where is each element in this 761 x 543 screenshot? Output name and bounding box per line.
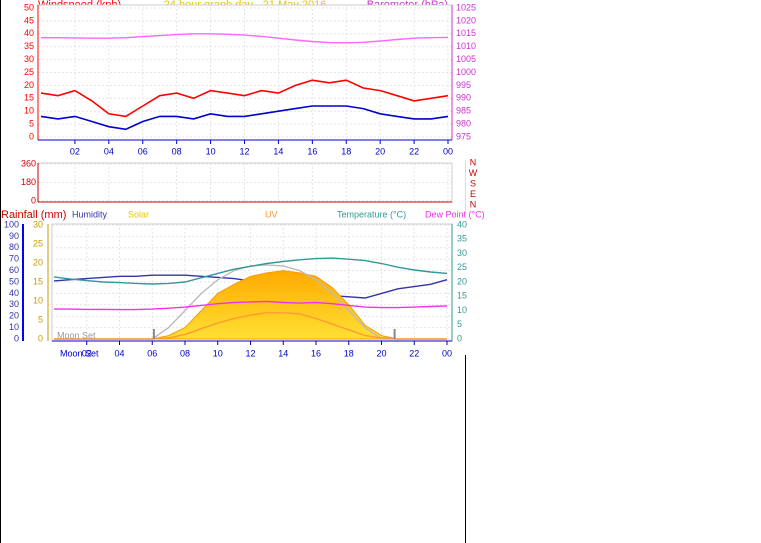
- y-tick-label: 60: [9, 265, 19, 275]
- y-tick-label: 1025: [456, 2, 476, 12]
- x-tick-label: 04: [114, 348, 124, 358]
- y-tick-label: 35: [457, 234, 467, 244]
- x-tick-label: 06: [147, 348, 157, 358]
- y-tick-label: 20: [9, 311, 19, 321]
- y-tick-label: 30: [33, 219, 43, 229]
- legend-entry: Solar: [128, 209, 149, 219]
- x-tick-label: 00: [442, 348, 452, 358]
- y-tick-label: 35: [24, 41, 34, 51]
- y-tick-label: 5: [457, 319, 462, 329]
- legend-entry: Temperature (°C): [337, 209, 406, 219]
- y-tick-label: 50: [24, 2, 34, 12]
- y-tick-label: 20: [33, 257, 43, 267]
- y-tick-label: 30: [457, 248, 467, 258]
- y-tick-label: 40: [24, 28, 34, 38]
- y-tick-label: 0: [457, 333, 462, 343]
- x-tick-label: 10: [206, 146, 216, 156]
- y-tick-label: 1010: [456, 41, 476, 51]
- y-tick-label: 70: [9, 254, 19, 264]
- x-tick-label: 00: [443, 146, 453, 156]
- y-tick-label: 0: [38, 333, 43, 343]
- y-tick-label: 30: [24, 54, 34, 64]
- y-tick-label: 10: [33, 295, 43, 305]
- x-tick-label: 12: [239, 146, 249, 156]
- series-line: [53, 257, 448, 285]
- y3-axis-label: Rainfall (mm): [1, 209, 66, 221]
- legend-entry: UV: [265, 209, 278, 219]
- x-tick-label: 18: [344, 348, 354, 358]
- y-tick-label: 1005: [456, 54, 476, 64]
- x-tick-label: 18: [341, 146, 351, 156]
- y-tick-label: 25: [33, 238, 43, 248]
- x-tick-label: 16: [311, 348, 321, 358]
- y-tick-label: 995: [456, 80, 471, 90]
- y-tick-label: 975: [456, 131, 471, 141]
- legend-entry: Humidity: [72, 209, 108, 219]
- x-tick-label: 08: [180, 348, 190, 358]
- direction-label: N: [470, 157, 477, 167]
- y-tick-label: 20: [24, 80, 34, 90]
- series-line: [41, 33, 449, 44]
- y-tick-label: 100: [4, 219, 19, 229]
- x-tick-label: 14: [278, 348, 288, 358]
- y-tick-label: 0: [14, 333, 19, 343]
- x-tick-label: 02: [82, 348, 92, 358]
- y-tick-label: 990: [456, 93, 471, 103]
- series-line: [40, 105, 449, 131]
- legend-entry: Dew Point (°C): [425, 209, 485, 219]
- y-tick-label: 1020: [456, 15, 476, 25]
- y-tick-label: 0: [31, 195, 36, 205]
- y-tick-label: 1000: [456, 67, 476, 77]
- y-tick-label: 10: [457, 305, 467, 315]
- y-tick-label: 1015: [456, 28, 476, 38]
- y-tick-label: 0: [29, 131, 34, 141]
- y-tick-label: 30: [9, 299, 19, 309]
- x-tick-label: 08: [172, 146, 182, 156]
- x-tick-label: 12: [245, 348, 255, 358]
- y-tick-label: 5: [38, 314, 43, 324]
- y-tick-label: 90: [9, 231, 19, 241]
- y-tick-label: 25: [24, 67, 34, 77]
- x-tick-label: 22: [409, 146, 419, 156]
- direction-label: W: [469, 168, 478, 178]
- y-tick-label: 45: [24, 15, 34, 25]
- direction-label: S: [470, 178, 476, 188]
- y-tick-label: 40: [9, 288, 19, 298]
- series-line: [54, 300, 448, 311]
- x-tick-label: 20: [375, 146, 385, 156]
- y-tick-label: 180: [21, 177, 36, 187]
- direction-label: E: [470, 189, 476, 199]
- y-tick-label: 980: [456, 118, 471, 128]
- y-tick-label: 360: [21, 158, 36, 168]
- y-tick-label: 50: [9, 276, 19, 286]
- y-tick-label: 985: [456, 106, 471, 116]
- series-line: [54, 312, 447, 340]
- y-tick-label: 40: [457, 219, 467, 229]
- y-tick-label: 5: [29, 118, 34, 128]
- y-tick-label: 20: [457, 276, 467, 286]
- x-tick-label: 16: [307, 146, 317, 156]
- direction-label: N: [470, 199, 477, 209]
- x-tick-label: 20: [376, 348, 386, 358]
- y-tick-label: 10: [9, 322, 19, 332]
- series-line: [40, 79, 449, 118]
- x-tick-label: 10: [213, 348, 223, 358]
- x-tick-label: 22: [409, 348, 419, 358]
- y-tick-label: 15: [33, 276, 43, 286]
- x-tick-label: 14: [273, 146, 283, 156]
- y-tick-label: 15: [457, 291, 467, 301]
- x-tick-label: 04: [104, 146, 114, 156]
- x-tick-label: 06: [138, 146, 148, 156]
- x-tick-label: 02: [70, 146, 80, 156]
- annotation: Moon Set: [57, 330, 96, 340]
- y-tick-label: 10: [24, 106, 34, 116]
- y-tick-label: 80: [9, 242, 19, 252]
- annotation: Moon Set: [60, 348, 99, 358]
- y-tick-label: 25: [457, 262, 467, 272]
- y-tick-label: 15: [24, 93, 34, 103]
